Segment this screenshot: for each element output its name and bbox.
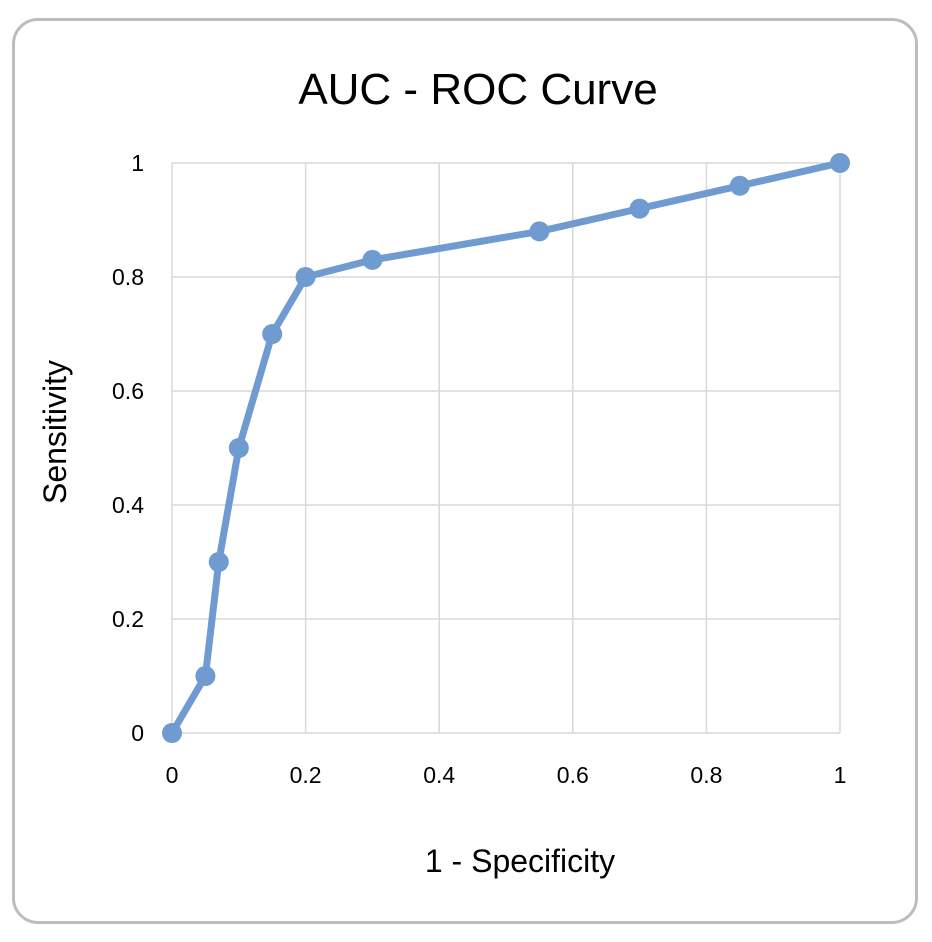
roc-data-point bbox=[295, 267, 316, 287]
roc-data-point bbox=[529, 221, 550, 242]
roc-data-point bbox=[262, 324, 283, 344]
y-tick-label: 0.4 bbox=[112, 492, 144, 518]
x-tick-label: 0.2 bbox=[290, 762, 322, 788]
series bbox=[162, 153, 850, 743]
roc-series-line bbox=[168, 159, 844, 737]
x-tick-label: 0.4 bbox=[423, 762, 455, 788]
y-axis-title: Sensitivity bbox=[37, 360, 73, 504]
tick-labels: 0 0.2 0.4 0.6 0.8 1 0 0.2 0.4 0.6 0.8 1 bbox=[112, 150, 846, 788]
y-tick-label: 0.8 bbox=[112, 264, 144, 290]
grid bbox=[171, 162, 841, 734]
roc-data-point bbox=[195, 666, 216, 686]
x-tick-label: 0.8 bbox=[690, 762, 722, 788]
y-tick-label: 1 bbox=[131, 150, 144, 176]
y-tick-label: 0 bbox=[131, 720, 144, 746]
y-tick-label: 0.6 bbox=[112, 378, 144, 404]
roc-data-point bbox=[830, 153, 850, 173]
roc-data-point bbox=[162, 723, 182, 743]
y-tick-label: 0.2 bbox=[112, 606, 144, 632]
x-tick-label: 1 bbox=[834, 762, 847, 788]
x-tick-label: 0.6 bbox=[557, 762, 589, 788]
x-tick-label: 0 bbox=[166, 762, 179, 788]
roc-data-point bbox=[228, 438, 249, 458]
roc-data-point bbox=[729, 175, 750, 196]
x-axis-title: 1 - Specificity bbox=[425, 843, 615, 879]
roc-data-point bbox=[208, 552, 229, 572]
roc-data-point bbox=[362, 249, 383, 270]
roc-data-point bbox=[629, 198, 650, 219]
chart-frame bbox=[12, 18, 918, 924]
chart-title: AUC - ROC Curve bbox=[298, 65, 657, 114]
